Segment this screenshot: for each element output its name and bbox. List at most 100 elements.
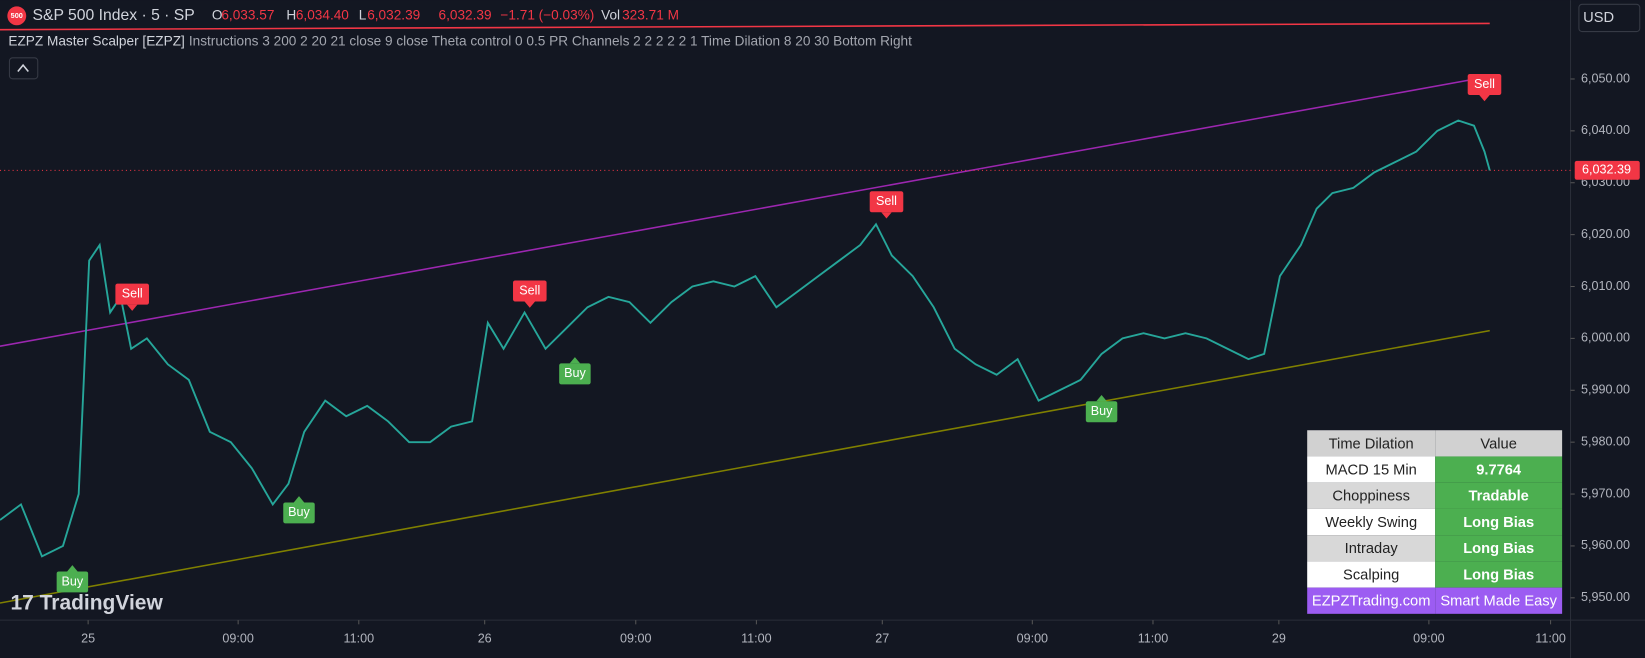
collapse-icon (17, 63, 29, 72)
table-text: EZPZTrading.com (1312, 594, 1430, 610)
y-tick-label: 5,970.00 (1581, 486, 1630, 500)
table-cell (1435, 482, 1563, 509)
table-text: Time Dilation (1329, 436, 1414, 452)
signal-pointer (1479, 94, 1490, 102)
x-tick-label: 09:00 (1413, 631, 1444, 645)
table-text: 9.7764 (1476, 463, 1522, 479)
signal-pointer (67, 565, 78, 572)
signal-marker (56, 571, 89, 593)
x-tick-label: 25 (81, 631, 95, 645)
table-text: MACD 15 Min (1326, 463, 1417, 479)
ohlc-value: 6,034.40 (296, 7, 349, 22)
trendline (0, 329, 1490, 604)
currency: USD (1583, 10, 1614, 26)
signal-marker (1467, 73, 1502, 95)
ohlc-key: O (212, 7, 223, 22)
symbol-icon-text: 500 (11, 11, 23, 20)
signal-marker (1085, 401, 1118, 423)
table-text: Value (1480, 436, 1516, 452)
change: −1.71 (−0.03%) (500, 7, 594, 22)
ohlc-key: L (359, 7, 367, 22)
symbol-icon (7, 6, 27, 26)
y-tick-label: 6,020.00 (1581, 227, 1630, 241)
table-cell (1307, 456, 1436, 483)
signal-marker (115, 283, 149, 305)
signal-label: Sell (1474, 77, 1495, 91)
table-cell (1435, 587, 1563, 614)
signal-label: Buy (62, 574, 84, 588)
y-tick-label: 5,980.00 (1581, 434, 1630, 448)
signal-label: Sell (876, 194, 897, 208)
signal-marker (559, 363, 591, 385)
logo-mark: 17 (10, 591, 39, 614)
x-tick-label: 09:00 (1017, 631, 1048, 645)
table-cell (1307, 482, 1436, 509)
table-cell (1435, 535, 1563, 562)
signal-marker (869, 191, 904, 213)
x-tick-label: 26 (478, 631, 492, 645)
vol-value: 323.71 M (622, 7, 679, 22)
y-tick-label: 5,950.00 (1581, 590, 1630, 604)
signal-label: Sell (519, 283, 540, 297)
y-tick-label: 6,050.00 (1581, 71, 1630, 85)
signal-pointer (569, 357, 581, 364)
table-cell (1307, 508, 1436, 536)
x-tick-label: 29 (1272, 631, 1286, 645)
table-cell (1307, 561, 1436, 588)
x-tick-label: 11:00 (344, 631, 375, 645)
table-cell (1307, 587, 1436, 614)
table-text: Long Bias (1463, 541, 1534, 557)
trendline (0, 75, 1490, 347)
x-tick-label: 11:00 (1138, 631, 1169, 645)
x-tick-label: 09:00 (222, 631, 253, 645)
table-text: Smart Made Easy (1440, 594, 1557, 610)
logo: 17 TradingView (10, 591, 163, 614)
table-text: Scalping (1343, 567, 1399, 583)
indicator-name[interactable]: EZPZ Master Scalper [EZPZ] (8, 34, 184, 49)
signal-pointer (293, 496, 305, 503)
table-cell (1435, 430, 1563, 457)
price-line (0, 119, 1491, 558)
table-text: Choppiness (1332, 489, 1409, 505)
signal-marker (283, 502, 315, 524)
ohlc-value: 6,033.57 (221, 7, 274, 22)
indicator-params: Instructions 3 200 2 20 21 close 9 close… (189, 34, 912, 49)
vol-key: Vol (601, 7, 620, 22)
table-cell (1307, 430, 1436, 457)
y-tick-label: 6,000.00 (1581, 331, 1630, 345)
table-text: Weekly Swing (1325, 515, 1417, 531)
last-price-label: 6,032.39 (1582, 163, 1631, 177)
table-cell (1435, 561, 1563, 588)
signal-label: Buy (288, 505, 310, 519)
table-text: Long Bias (1463, 515, 1534, 531)
table-text: Long Bias (1463, 567, 1534, 583)
table-text: Intraday (1345, 541, 1399, 557)
logo-text: TradingView (40, 591, 164, 614)
last-price-tag (1574, 160, 1640, 180)
table-text: Tradable (1468, 489, 1528, 505)
x-tick-label: 27 (875, 631, 889, 645)
ohlc-value: 6,032.39 (367, 7, 420, 22)
x-tick-label: 09:00 (620, 631, 651, 645)
y-tick-label: 5,990.00 (1581, 383, 1630, 397)
x-tick-label: 11:00 (1535, 631, 1566, 645)
table-cell (1307, 535, 1436, 562)
symbol[interactable]: S&P 500 Index · 5 · SP (33, 7, 195, 24)
signal-marker (513, 280, 547, 302)
table-cell (1435, 508, 1563, 536)
trendline (0, 22, 1490, 31)
table-cell (1435, 456, 1563, 483)
currency-button[interactable] (1578, 3, 1641, 33)
signal-pointer (524, 301, 536, 308)
y-tick-label: 6,010.00 (1581, 279, 1630, 293)
collapse-button[interactable] (8, 57, 39, 80)
ohlc-key: H (286, 7, 296, 22)
y-tick-label: 5,960.00 (1581, 538, 1630, 552)
signal-pointer (1096, 394, 1107, 402)
close-value: 6,032.39 (439, 7, 492, 22)
signal-pointer (126, 304, 138, 311)
signal-label: Buy (1091, 404, 1113, 418)
signal-label: Buy (564, 366, 586, 380)
